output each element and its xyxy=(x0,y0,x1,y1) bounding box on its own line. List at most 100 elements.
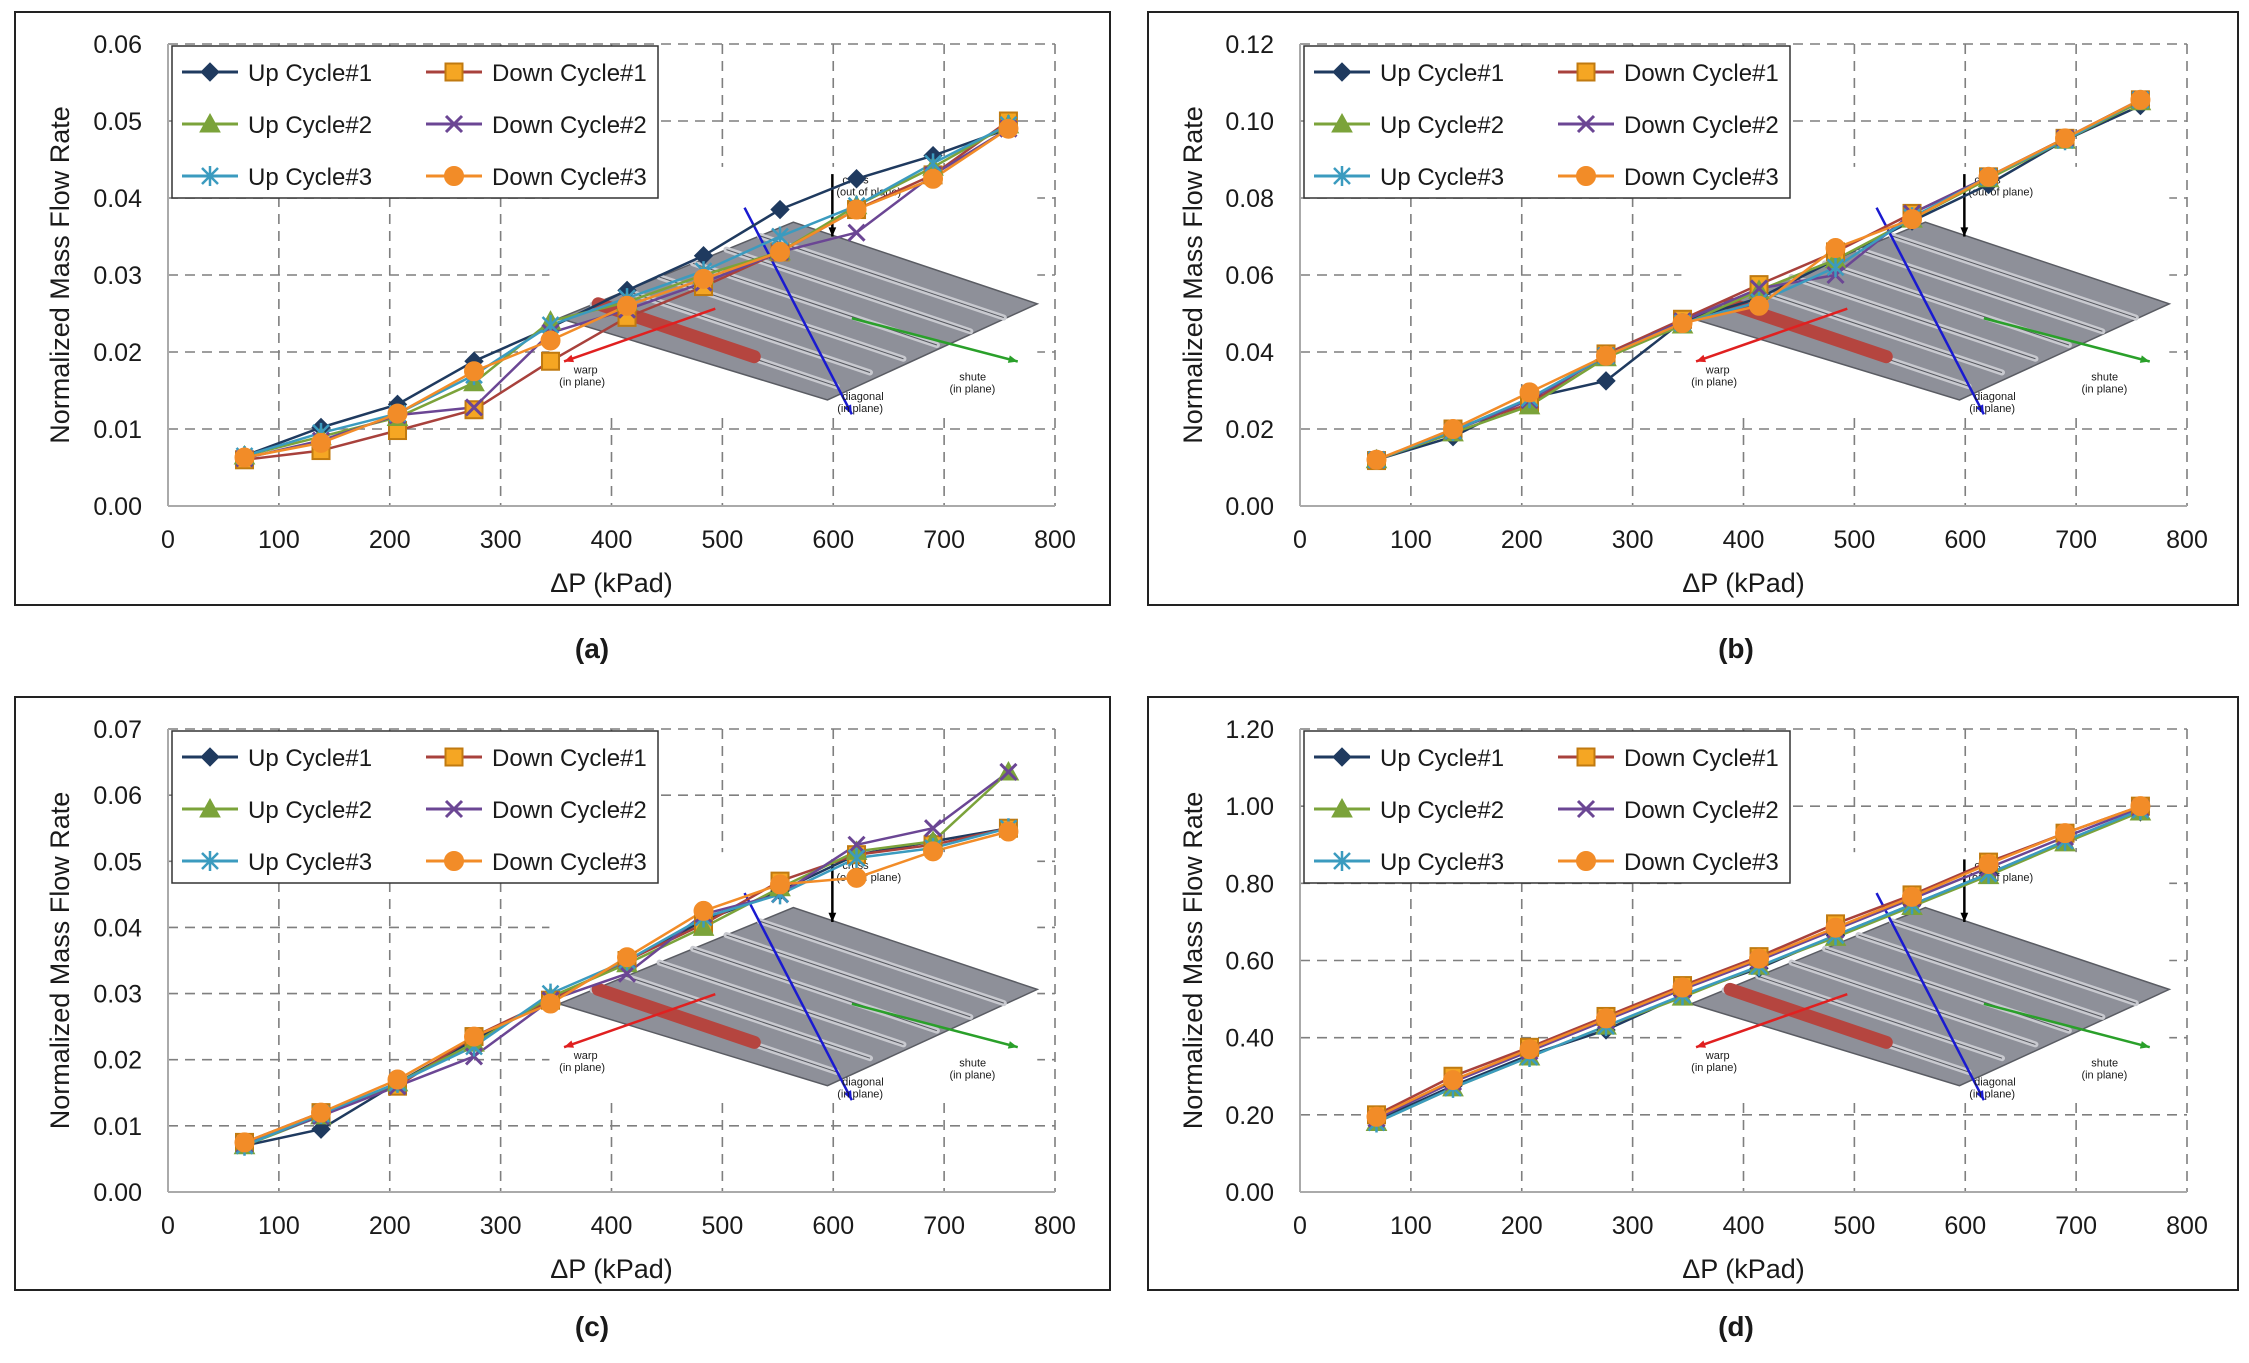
y-tick-label: 0.01 xyxy=(93,416,142,444)
diagonal-label: diagonal xyxy=(842,391,884,403)
x-tick-label: 800 xyxy=(1034,526,1076,554)
y-tick-label: 0.80 xyxy=(1225,870,1274,898)
y-tick-label: 0.06 xyxy=(93,782,142,810)
chart-panel-a: 0 100 200 300 400 500 600 700 800 0.00 0.01 0.02 0.0… xyxy=(14,11,1111,664)
y-tick-label: 0.00 xyxy=(93,1179,142,1207)
legend-marker xyxy=(1576,114,1596,134)
warp-label: warp xyxy=(1705,1050,1730,1062)
warp-arrow xyxy=(563,993,716,1049)
shute-label: shute xyxy=(2091,372,2118,384)
legend-box xyxy=(171,730,659,884)
y-tick-label: 0.07 xyxy=(93,716,142,744)
shute-sub-label: (in plane) xyxy=(949,384,995,396)
mesh-wire-edge xyxy=(1824,948,2070,1032)
panel-label: (a) xyxy=(575,633,609,664)
shute-arrow-head xyxy=(1007,1041,1018,1049)
mesh-wire-edge xyxy=(1791,276,2036,360)
diagonal-sub-label: (in plane) xyxy=(1969,403,2015,415)
legend-label: Down Cycle#3 xyxy=(1624,849,1779,876)
data-point xyxy=(846,199,867,220)
data-point xyxy=(1902,886,1923,907)
data-point xyxy=(1826,257,1845,278)
shute-arrow xyxy=(1983,1002,2151,1049)
warp-label: warp xyxy=(573,364,598,376)
y-tick-label: 0.04 xyxy=(1225,339,1274,367)
legend-marker xyxy=(200,62,220,82)
x-tick-label: 400 xyxy=(591,526,633,554)
data-point xyxy=(311,432,332,453)
legend-marker xyxy=(201,851,219,871)
data-point xyxy=(464,1026,485,1047)
legend-marker xyxy=(200,747,220,767)
y-tick-label: 1.00 xyxy=(1225,793,1274,821)
mesh-wire-edge xyxy=(625,975,871,1059)
diagonal-arrow xyxy=(743,892,853,1101)
legend-label: Up Cycle#3 xyxy=(1380,164,1504,191)
warp-arrow-head xyxy=(1696,1040,1707,1048)
x-tick-label: 300 xyxy=(1612,1212,1654,1240)
data-point xyxy=(617,295,638,316)
data-point xyxy=(234,447,255,468)
x-tick-label: 300 xyxy=(480,1212,522,1240)
mesh-wire-edge xyxy=(1891,235,2136,319)
data-point xyxy=(2130,89,2151,110)
y-tick-label: 0.03 xyxy=(93,262,142,290)
legend-marker xyxy=(199,112,221,133)
y-tick-label: 0.00 xyxy=(1225,493,1274,521)
diagonal-arrow xyxy=(1875,207,1985,415)
legend-marker xyxy=(444,799,464,819)
data-point xyxy=(1825,917,1846,938)
data-point xyxy=(998,118,1019,139)
data-point xyxy=(1978,166,1999,187)
panel-label: (c) xyxy=(575,1311,609,1342)
data-point xyxy=(1672,313,1693,334)
mesh-wire-edge xyxy=(1791,962,2036,1045)
x-tick-label: 800 xyxy=(1034,1212,1076,1240)
mesh-wire-edge xyxy=(759,920,1004,1004)
y-tick-label: 0.00 xyxy=(1225,1179,1274,1207)
x-tick-label: 0 xyxy=(161,1212,175,1240)
x-tick-label: 100 xyxy=(1390,526,1432,554)
mesh-wire-edge xyxy=(759,235,1004,319)
legend-marker xyxy=(444,851,464,871)
y-tick-label: 0.60 xyxy=(1225,948,1274,976)
diagonal-sub-label: (in plane) xyxy=(837,403,883,415)
data-point xyxy=(2055,128,2076,149)
data-point xyxy=(846,169,867,189)
legend-label: Up Cycle#1 xyxy=(248,60,372,87)
chart-panel-c: 0 100 200 300 400 500 600 700 800 0.00 0.01 0.02 0.0… xyxy=(14,696,1111,1342)
legend-marker xyxy=(1576,166,1596,186)
x-tick-label: 800 xyxy=(2166,1212,2208,1240)
x-tick-label: 500 xyxy=(1834,526,1876,554)
legend-marker xyxy=(1331,797,1353,818)
data-point xyxy=(311,1102,332,1123)
warp-arrow xyxy=(563,307,716,363)
data-point xyxy=(2130,796,2151,817)
data-point xyxy=(999,762,1018,782)
data-point xyxy=(770,874,791,895)
chart-panel-d: 0 100 200 300 400 500 600 700 800 0.00 0.20 0.40 0.6… xyxy=(1147,696,2239,1342)
data-point xyxy=(1443,1070,1464,1091)
x-tick-label: 200 xyxy=(1501,526,1543,554)
diagonal-arrow xyxy=(743,207,853,415)
x-tick-label: 500 xyxy=(1834,1212,1876,1240)
y-tick-label: 0.01 xyxy=(93,1113,142,1141)
data-point xyxy=(541,351,561,371)
data-point xyxy=(387,1069,408,1090)
x-tick-label: 400 xyxy=(1723,1212,1765,1240)
warp-sub-label: (in plane) xyxy=(559,1062,605,1074)
warp-arrow-head xyxy=(1696,354,1707,363)
shute-arrow xyxy=(851,1002,1019,1049)
shute-sub-label: (in plane) xyxy=(2081,1069,2127,1081)
legend-box xyxy=(1303,730,1791,884)
legend-marker xyxy=(444,114,464,134)
warp-wire xyxy=(1723,982,1893,1049)
x-tick-label: 600 xyxy=(1944,526,1986,554)
y-axis-title: Normalized Mass Flow Rate xyxy=(45,792,75,1130)
data-point xyxy=(234,1132,255,1153)
mesh-inset: cross(out of plane)warp(in plane)shute(i… xyxy=(549,852,1040,1101)
legend-label: Up Cycle#2 xyxy=(1380,112,1504,139)
x-tick-label: 800 xyxy=(2166,526,2208,554)
data-point xyxy=(693,268,714,289)
